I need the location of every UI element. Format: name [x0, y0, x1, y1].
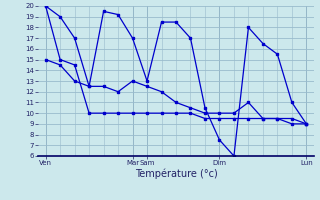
X-axis label: Température (°c): Température (°c) [135, 169, 217, 179]
